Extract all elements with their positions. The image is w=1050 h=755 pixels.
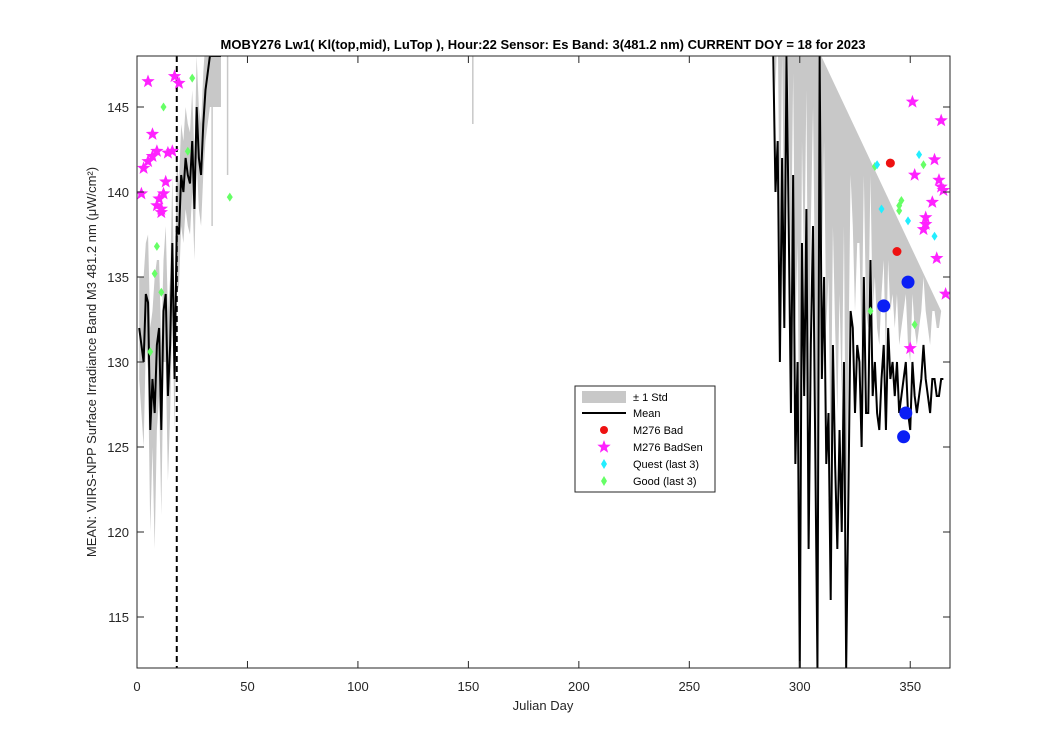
mean-line-1 bbox=[772, 56, 944, 668]
good-point-8 bbox=[867, 306, 874, 316]
bad-point-0 bbox=[885, 158, 895, 168]
good-point-14 bbox=[920, 160, 927, 170]
highlight-point-0 bbox=[877, 299, 891, 313]
legend-std-label: ± 1 Std bbox=[633, 392, 668, 404]
quest-point-4 bbox=[931, 231, 938, 241]
badsen-point-22 bbox=[919, 217, 933, 230]
badsen-point-29 bbox=[936, 183, 950, 196]
good-point-3 bbox=[158, 287, 165, 297]
good-point-5 bbox=[184, 146, 191, 156]
badsen-point-3 bbox=[141, 154, 155, 168]
badsen-point-1 bbox=[137, 161, 151, 174]
good-point-12 bbox=[898, 196, 905, 205]
good-point-6 bbox=[189, 73, 196, 83]
badsen-point-17 bbox=[903, 341, 917, 355]
y-tick-label: 130 bbox=[107, 355, 129, 370]
legend-good-label: Good (last 3) bbox=[633, 476, 697, 488]
badsen-point-6 bbox=[150, 144, 164, 157]
legend-star-shape bbox=[597, 440, 611, 453]
badsen-point-27 bbox=[934, 113, 948, 127]
quest-point-1 bbox=[878, 204, 885, 214]
y-tick-label: 145 bbox=[107, 100, 129, 115]
badsen-point-8 bbox=[152, 191, 166, 205]
good-point-1 bbox=[151, 269, 158, 279]
badsen-point-2 bbox=[141, 74, 155, 88]
badsen-point-5 bbox=[145, 149, 160, 162]
badsen-point-10 bbox=[154, 205, 168, 219]
badsen-point-13 bbox=[161, 145, 175, 159]
badsen-point-11 bbox=[156, 186, 171, 200]
highlight-point-1 bbox=[901, 275, 915, 289]
quest-point-3 bbox=[916, 150, 923, 160]
good-point-4 bbox=[160, 102, 167, 112]
badsen-point-16 bbox=[172, 76, 186, 89]
x-tick-label: 300 bbox=[789, 679, 811, 694]
y-tick-label: 125 bbox=[107, 440, 129, 455]
badsen-point-25 bbox=[930, 251, 944, 264]
y-tick-label: 115 bbox=[108, 610, 129, 625]
mean-line-0 bbox=[138, 56, 221, 431]
legend-good-marker bbox=[601, 476, 607, 486]
good-point-7 bbox=[226, 192, 233, 202]
legend-bad-marker bbox=[600, 426, 608, 434]
badsen-point-21 bbox=[919, 210, 933, 224]
legend-badsen-label: M276 BadSen bbox=[633, 442, 703, 454]
x-tick-label: 0 bbox=[133, 679, 140, 694]
badsen-point-7 bbox=[150, 198, 164, 212]
badsen-point-28 bbox=[934, 179, 948, 193]
highlight-point-2 bbox=[899, 406, 913, 420]
highlight-point-3 bbox=[897, 430, 911, 444]
legend-mean-label: Mean bbox=[633, 408, 661, 420]
badsen-point-19 bbox=[908, 168, 922, 181]
y-tick-label: 120 bbox=[107, 525, 129, 540]
badsen-point-4 bbox=[145, 127, 160, 140]
legend-box bbox=[574, 385, 716, 493]
legend-quest-label: Quest (last 3) bbox=[633, 459, 699, 471]
x-tick-label: 100 bbox=[347, 679, 369, 694]
legend-badsen-marker bbox=[597, 440, 611, 453]
good-point-2 bbox=[153, 241, 160, 251]
x-axis-label: Julian Day bbox=[513, 698, 574, 713]
legend-quest-marker bbox=[601, 459, 607, 469]
legend-std-swatch bbox=[582, 391, 626, 403]
good-point-10 bbox=[896, 206, 903, 216]
chart-title: MOBY276 Lw1( Kl(top,mid), LuTop ), Hour:… bbox=[221, 37, 866, 52]
std-band-0 bbox=[139, 56, 221, 549]
std-band-1 bbox=[774, 56, 942, 532]
good-point-13 bbox=[911, 320, 918, 330]
y-tick-label: 140 bbox=[107, 185, 129, 200]
x-tick-label: 250 bbox=[678, 679, 700, 694]
badsen-point-24 bbox=[927, 152, 942, 166]
badsen-point-0 bbox=[137, 186, 149, 200]
y-tick-label: 135 bbox=[107, 270, 129, 285]
x-tick-label: 150 bbox=[458, 679, 480, 694]
x-tick-label: 50 bbox=[240, 679, 254, 694]
quest-point-0 bbox=[874, 160, 881, 170]
y-axis-label: MEAN: VIIRS-NPP Surface Irradiance Band … bbox=[84, 167, 99, 557]
legend-bad-label: M276 Bad bbox=[633, 425, 683, 437]
badsen-point-15 bbox=[167, 69, 182, 83]
badsen-point-20 bbox=[916, 222, 931, 236]
badsen-point-30 bbox=[938, 287, 950, 300]
quest-point-2 bbox=[905, 216, 912, 226]
badsen-point-12 bbox=[159, 174, 173, 188]
x-tick-label: 350 bbox=[899, 679, 921, 694]
good-point-0 bbox=[147, 347, 154, 357]
badsen-point-18 bbox=[905, 94, 920, 108]
legend: ± 1 Std Mean M276 Bad M276 BadSen Quest … bbox=[574, 385, 716, 493]
badsen-point-26 bbox=[932, 173, 946, 186]
bad-point-1 bbox=[892, 247, 902, 256]
badsen-point-14 bbox=[165, 144, 179, 157]
x-tick-label: 200 bbox=[568, 679, 590, 694]
badsen-point-23 bbox=[925, 195, 939, 208]
